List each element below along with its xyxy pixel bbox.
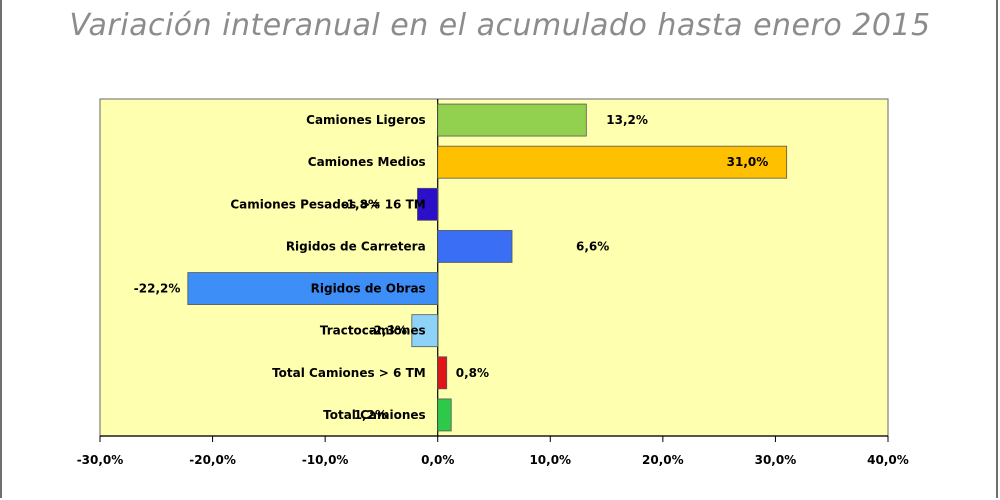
x-tick-label-5: 20,0% [642, 453, 684, 467]
bar-6 [437, 356, 448, 390]
x-tick-label-3: 0,0% [421, 453, 454, 467]
category-label-0: Camiones Ligeros [306, 113, 426, 127]
category-label-6: Total Camiones > 6 TM [272, 366, 426, 380]
category-label-2: Camiones Pesados >= 16 TM [230, 197, 425, 211]
bar-1 [437, 145, 788, 179]
bar-2 [417, 187, 439, 221]
data-label-3: 6,6% [576, 239, 609, 253]
data-label-6: 0,8% [456, 366, 489, 380]
x-tick-label-2: -10,0% [302, 453, 349, 467]
category-label-7: Total Camiones [323, 408, 426, 422]
x-tick-label-7: 40,0% [867, 453, 909, 467]
data-label-4: -22,2% [134, 282, 181, 296]
bar-0 [437, 103, 587, 137]
data-label-0: 13,2% [606, 113, 648, 127]
data-label-1: 31,0% [727, 155, 769, 169]
category-label-5: Tractocamiones [320, 324, 426, 338]
category-label-4: Rigidos de Obras [311, 282, 426, 296]
data-label-2: -1,8% [342, 197, 380, 211]
bar-7 [437, 398, 452, 432]
x-tick-label-0: -30,0% [77, 453, 124, 467]
x-tick-label-6: 30,0% [755, 453, 797, 467]
bar-5 [411, 314, 439, 348]
chart-title: Variación interanual en el acumulado has… [69, 8, 931, 43]
x-tick-label-1: -20,0% [189, 453, 236, 467]
bar-4 [187, 272, 439, 305]
data-label-7: 1,2% [354, 408, 387, 422]
data-label-5: -2,3% [369, 324, 407, 338]
category-label-3: Rigidos de Carretera [286, 239, 426, 253]
category-label-1: Camiones Medios [308, 155, 426, 169]
bar-3 [437, 230, 513, 263]
x-tick-label-4: 10,0% [529, 453, 571, 467]
